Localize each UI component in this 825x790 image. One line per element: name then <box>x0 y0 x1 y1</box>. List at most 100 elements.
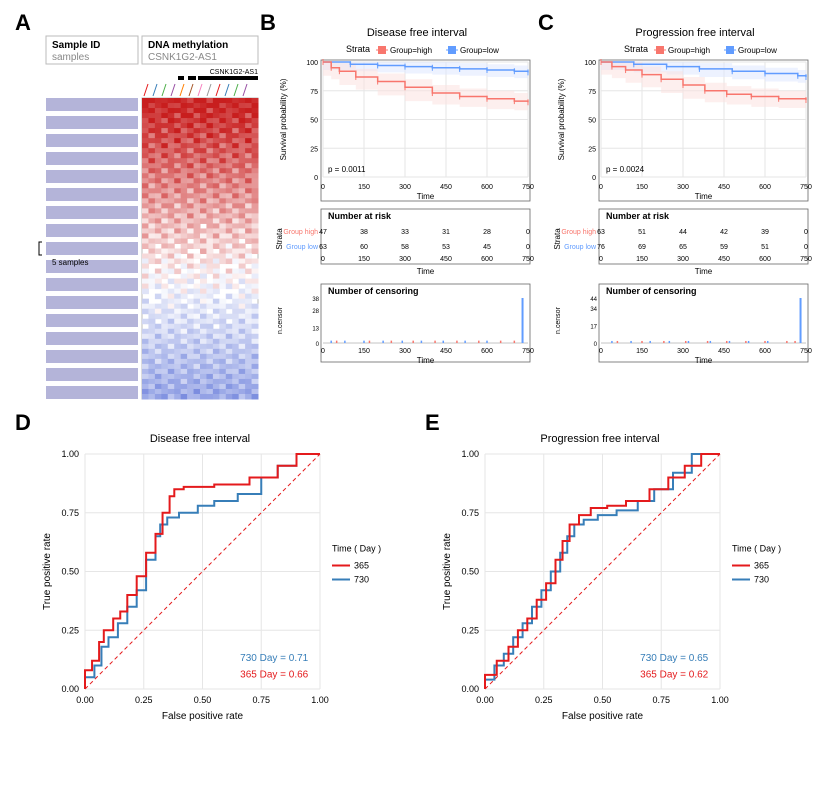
svg-text:450: 450 <box>718 256 730 263</box>
svg-text:150: 150 <box>636 256 648 263</box>
svg-text:Disease free interval: Disease free interval <box>367 27 467 39</box>
svg-text:False positive rate: False positive rate <box>562 711 644 722</box>
svg-text:365 Day = 0.62: 365 Day = 0.62 <box>640 669 709 680</box>
svg-text:60: 60 <box>360 244 368 251</box>
svg-text:Number of censoring: Number of censoring <box>606 286 697 296</box>
svg-text:300: 300 <box>399 348 411 355</box>
svg-text:0.00: 0.00 <box>76 695 94 705</box>
svg-text:0.25: 0.25 <box>135 695 153 705</box>
svg-text:100: 100 <box>306 60 318 67</box>
svg-text:Group high: Group high <box>561 229 596 236</box>
svg-text:51: 51 <box>638 229 646 236</box>
svg-text:0: 0 <box>804 229 808 236</box>
panel-b-survival: Disease free intervalStrataGroup=highGro… <box>268 22 546 402</box>
svg-text:38: 38 <box>312 297 319 303</box>
svg-text:69: 69 <box>638 244 646 251</box>
svg-text:150: 150 <box>358 348 370 355</box>
svg-text:0.75: 0.75 <box>461 508 479 518</box>
svg-text:Strata: Strata <box>553 228 562 250</box>
svg-text:600: 600 <box>759 184 771 191</box>
svg-text:25: 25 <box>310 146 318 153</box>
svg-text:44: 44 <box>679 229 687 236</box>
svg-text:51: 51 <box>761 244 769 251</box>
svg-text:Disease free interval: Disease free interval <box>150 433 250 445</box>
svg-text:0.25: 0.25 <box>535 695 553 705</box>
svg-text:600: 600 <box>481 256 493 263</box>
panel-a-heatmap: Sample IDsamplesDNA methylationCSNK1G2-A… <box>38 28 268 418</box>
svg-text:0.75: 0.75 <box>652 695 670 705</box>
svg-text:Number at risk: Number at risk <box>328 211 392 221</box>
svg-text:CSNK1G2-AS1: CSNK1G2-AS1 <box>148 52 217 63</box>
svg-text:0: 0 <box>599 348 603 355</box>
svg-text:59: 59 <box>720 244 728 251</box>
svg-text:365 Day = 0.66: 365 Day = 0.66 <box>240 669 309 680</box>
svg-text:0: 0 <box>316 342 320 348</box>
svg-text:Time ( Day ): Time ( Day ) <box>732 544 781 554</box>
svg-text:365: 365 <box>754 561 769 571</box>
svg-text:Time ( Day ): Time ( Day ) <box>332 544 381 554</box>
svg-text:730 Day = 0.71: 730 Day = 0.71 <box>240 653 309 664</box>
svg-text:750: 750 <box>522 256 534 263</box>
svg-text:750: 750 <box>522 184 534 191</box>
svg-text:65: 65 <box>679 244 687 251</box>
svg-text:300: 300 <box>677 348 689 355</box>
svg-text:47: 47 <box>319 229 327 236</box>
svg-text:75: 75 <box>310 89 318 96</box>
panel-c-survival: Progression free intervalStrataGroup=hig… <box>546 22 824 402</box>
svg-text:28: 28 <box>312 309 319 315</box>
svg-text:DNA methylation: DNA methylation <box>148 40 228 51</box>
svg-text:Survival probability (%): Survival probability (%) <box>557 78 566 160</box>
svg-text:1.00: 1.00 <box>311 695 329 705</box>
svg-text:600: 600 <box>759 348 771 355</box>
svg-text:450: 450 <box>440 184 452 191</box>
svg-text:100: 100 <box>584 60 596 67</box>
svg-text:58: 58 <box>401 244 409 251</box>
svg-text:44: 44 <box>590 297 597 303</box>
svg-text:13: 13 <box>312 327 319 333</box>
svg-text:150: 150 <box>358 184 370 191</box>
svg-text:300: 300 <box>677 256 689 263</box>
svg-text:Group=low: Group=low <box>460 46 499 55</box>
svg-text:0: 0 <box>321 348 325 355</box>
svg-text:0.50: 0.50 <box>461 567 479 577</box>
panel-label-a: A <box>15 10 31 36</box>
svg-text:75: 75 <box>588 89 596 96</box>
svg-text:450: 450 <box>718 184 730 191</box>
panel-e-roc: Progression free interval0.000.000.250.2… <box>430 428 825 778</box>
figure: A B C D E Sample IDsamplesDNA methylatio… <box>10 10 815 780</box>
svg-text:Strata: Strata <box>346 44 370 54</box>
svg-text:0: 0 <box>526 229 530 236</box>
svg-text:Time: Time <box>695 356 713 365</box>
svg-text:0.50: 0.50 <box>61 567 79 577</box>
svg-text:45: 45 <box>483 244 491 251</box>
svg-text:730: 730 <box>754 575 769 585</box>
svg-text:5 samples: 5 samples <box>52 258 88 267</box>
svg-text:450: 450 <box>440 256 452 263</box>
svg-text:300: 300 <box>399 184 411 191</box>
svg-text:730 Day = 0.65: 730 Day = 0.65 <box>640 653 709 664</box>
panel-d-roc: Disease free interval0.000.000.250.250.5… <box>30 428 430 778</box>
svg-text:34: 34 <box>590 307 597 313</box>
svg-text:Progression free interval: Progression free interval <box>540 433 659 445</box>
svg-text:n.censor: n.censor <box>277 306 284 334</box>
svg-text:samples: samples <box>52 52 89 63</box>
svg-text:150: 150 <box>636 348 648 355</box>
svg-text:0: 0 <box>321 184 325 191</box>
svg-text:600: 600 <box>481 184 493 191</box>
svg-text:750: 750 <box>800 184 812 191</box>
svg-text:0: 0 <box>804 244 808 251</box>
svg-text:750: 750 <box>800 348 812 355</box>
svg-text:0: 0 <box>592 175 596 182</box>
svg-text:True positive rate: True positive rate <box>42 533 53 610</box>
svg-text:28: 28 <box>483 229 491 236</box>
svg-text:p = 0.0024: p = 0.0024 <box>606 165 645 174</box>
svg-text:False positive rate: False positive rate <box>162 711 244 722</box>
svg-text:33: 33 <box>401 229 409 236</box>
svg-text:0: 0 <box>321 256 325 263</box>
svg-text:Progression free interval: Progression free interval <box>635 27 754 39</box>
svg-text:Strata: Strata <box>275 228 284 250</box>
svg-text:1.00: 1.00 <box>61 449 79 459</box>
svg-text:0.75: 0.75 <box>61 508 79 518</box>
svg-text:39: 39 <box>761 229 769 236</box>
svg-text:42: 42 <box>720 229 728 236</box>
